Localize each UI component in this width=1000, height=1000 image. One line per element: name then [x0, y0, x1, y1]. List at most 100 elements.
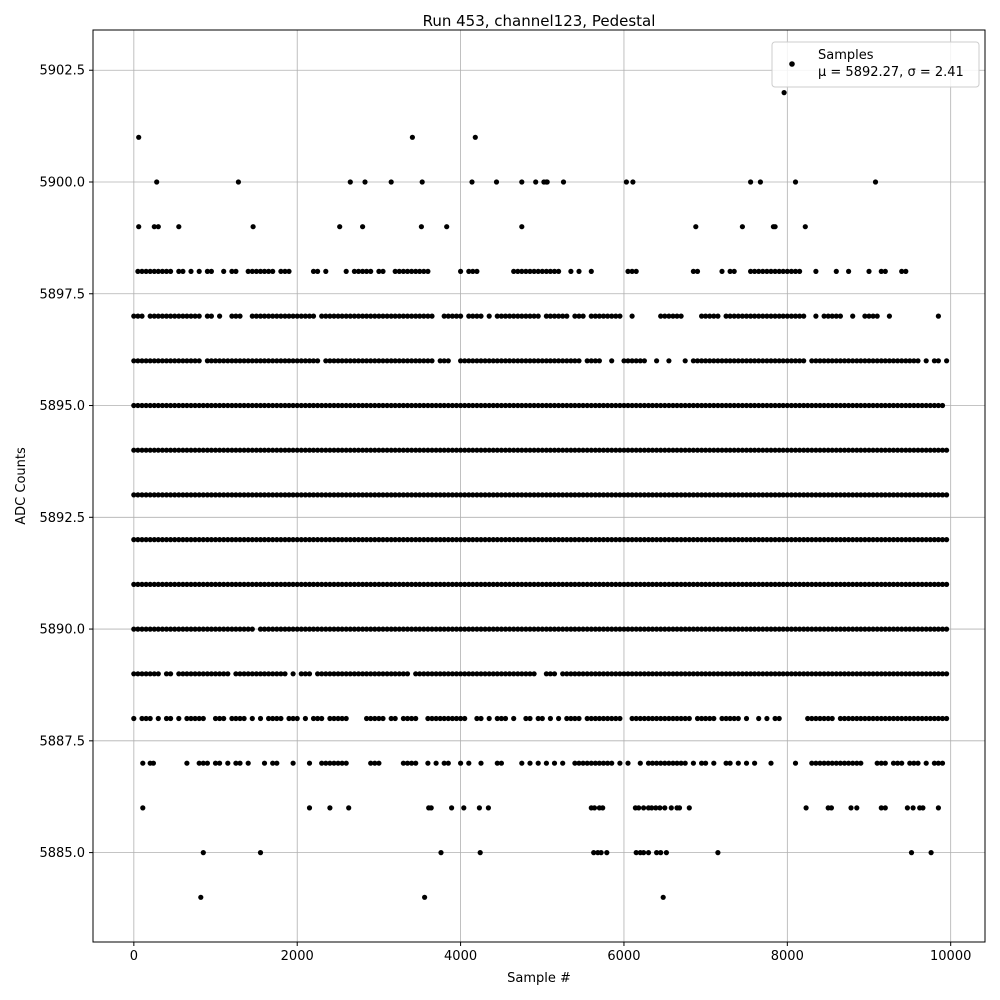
data-point	[788, 313, 795, 319]
data-point	[192, 402, 198, 409]
data-point	[927, 671, 933, 677]
data-point	[163, 447, 170, 453]
data-point	[131, 447, 137, 453]
data-point	[731, 492, 737, 498]
data-point	[633, 715, 639, 722]
data-point	[809, 581, 815, 588]
data-point	[327, 760, 333, 766]
data-point	[735, 537, 741, 543]
data-point	[507, 537, 513, 543]
data-point	[135, 402, 141, 409]
data-point	[417, 268, 423, 274]
data-point	[768, 671, 774, 677]
data-point	[511, 581, 517, 588]
data-point	[257, 715, 264, 722]
data-point	[135, 447, 141, 453]
data-point	[560, 581, 566, 588]
data-point	[780, 581, 786, 588]
data-point	[596, 715, 603, 722]
data-point	[886, 537, 893, 543]
data-point	[310, 358, 317, 364]
data-point	[539, 626, 545, 632]
data-point	[858, 626, 864, 632]
data-point	[482, 626, 488, 632]
data-point	[813, 447, 819, 453]
data-point	[380, 715, 386, 722]
data-point	[286, 358, 292, 364]
data-point	[797, 492, 803, 498]
data-point	[584, 492, 590, 498]
data-point	[347, 447, 353, 453]
data-point	[372, 447, 378, 453]
data-point	[360, 402, 366, 409]
data-point	[805, 581, 811, 588]
data-point	[235, 179, 241, 185]
data-point	[376, 492, 382, 498]
data-point	[772, 313, 778, 319]
data-point	[739, 626, 746, 632]
data-point	[641, 358, 648, 364]
data-point	[172, 492, 178, 498]
data-point	[139, 313, 145, 319]
data-point	[172, 402, 178, 409]
data-point	[703, 492, 709, 498]
data-point	[347, 179, 353, 185]
data-point	[609, 492, 615, 498]
data-point	[519, 447, 525, 453]
data-point	[472, 134, 478, 140]
data-point	[715, 581, 721, 588]
data-point	[629, 358, 635, 364]
data-point	[392, 626, 398, 632]
data-point	[920, 805, 926, 811]
data-point	[890, 715, 897, 722]
data-point	[923, 760, 929, 766]
data-point	[882, 402, 888, 409]
data-point	[196, 715, 202, 722]
data-point	[343, 402, 349, 409]
data-point	[498, 358, 504, 364]
data-point	[760, 402, 766, 409]
data-point	[241, 402, 247, 409]
data-point	[854, 671, 860, 677]
data-point	[658, 581, 664, 588]
data-point	[233, 760, 239, 766]
data-point	[748, 671, 754, 677]
data-point	[229, 626, 235, 632]
data-point	[368, 268, 374, 274]
data-point	[368, 358, 374, 364]
data-point	[278, 402, 284, 409]
data-point	[339, 671, 345, 677]
data-point	[360, 268, 366, 274]
data-point	[617, 715, 623, 722]
data-point	[915, 626, 921, 632]
data-point	[801, 358, 807, 364]
data-point	[266, 268, 272, 274]
data-point	[715, 626, 721, 632]
data-point	[494, 626, 500, 632]
data-point	[813, 402, 819, 409]
data-point	[282, 537, 288, 543]
data-point	[212, 760, 219, 766]
data-point	[551, 581, 558, 588]
data-point	[351, 402, 357, 409]
data-point	[511, 715, 517, 722]
data-point	[670, 492, 676, 498]
data-point	[813, 581, 819, 588]
data-point	[433, 760, 439, 766]
data-point	[617, 537, 623, 543]
data-point	[592, 626, 599, 632]
data-point	[580, 447, 586, 453]
data-point	[188, 447, 194, 453]
data-point	[801, 626, 807, 632]
data-point	[331, 537, 337, 543]
data-point	[433, 715, 439, 722]
data-point	[588, 537, 594, 543]
data-point	[413, 492, 419, 498]
data-point	[694, 358, 701, 364]
data-point	[764, 715, 770, 722]
data-point	[727, 671, 733, 677]
data-point	[196, 626, 202, 632]
data-point	[878, 268, 884, 274]
data-point	[641, 850, 647, 856]
data-point	[151, 671, 157, 677]
